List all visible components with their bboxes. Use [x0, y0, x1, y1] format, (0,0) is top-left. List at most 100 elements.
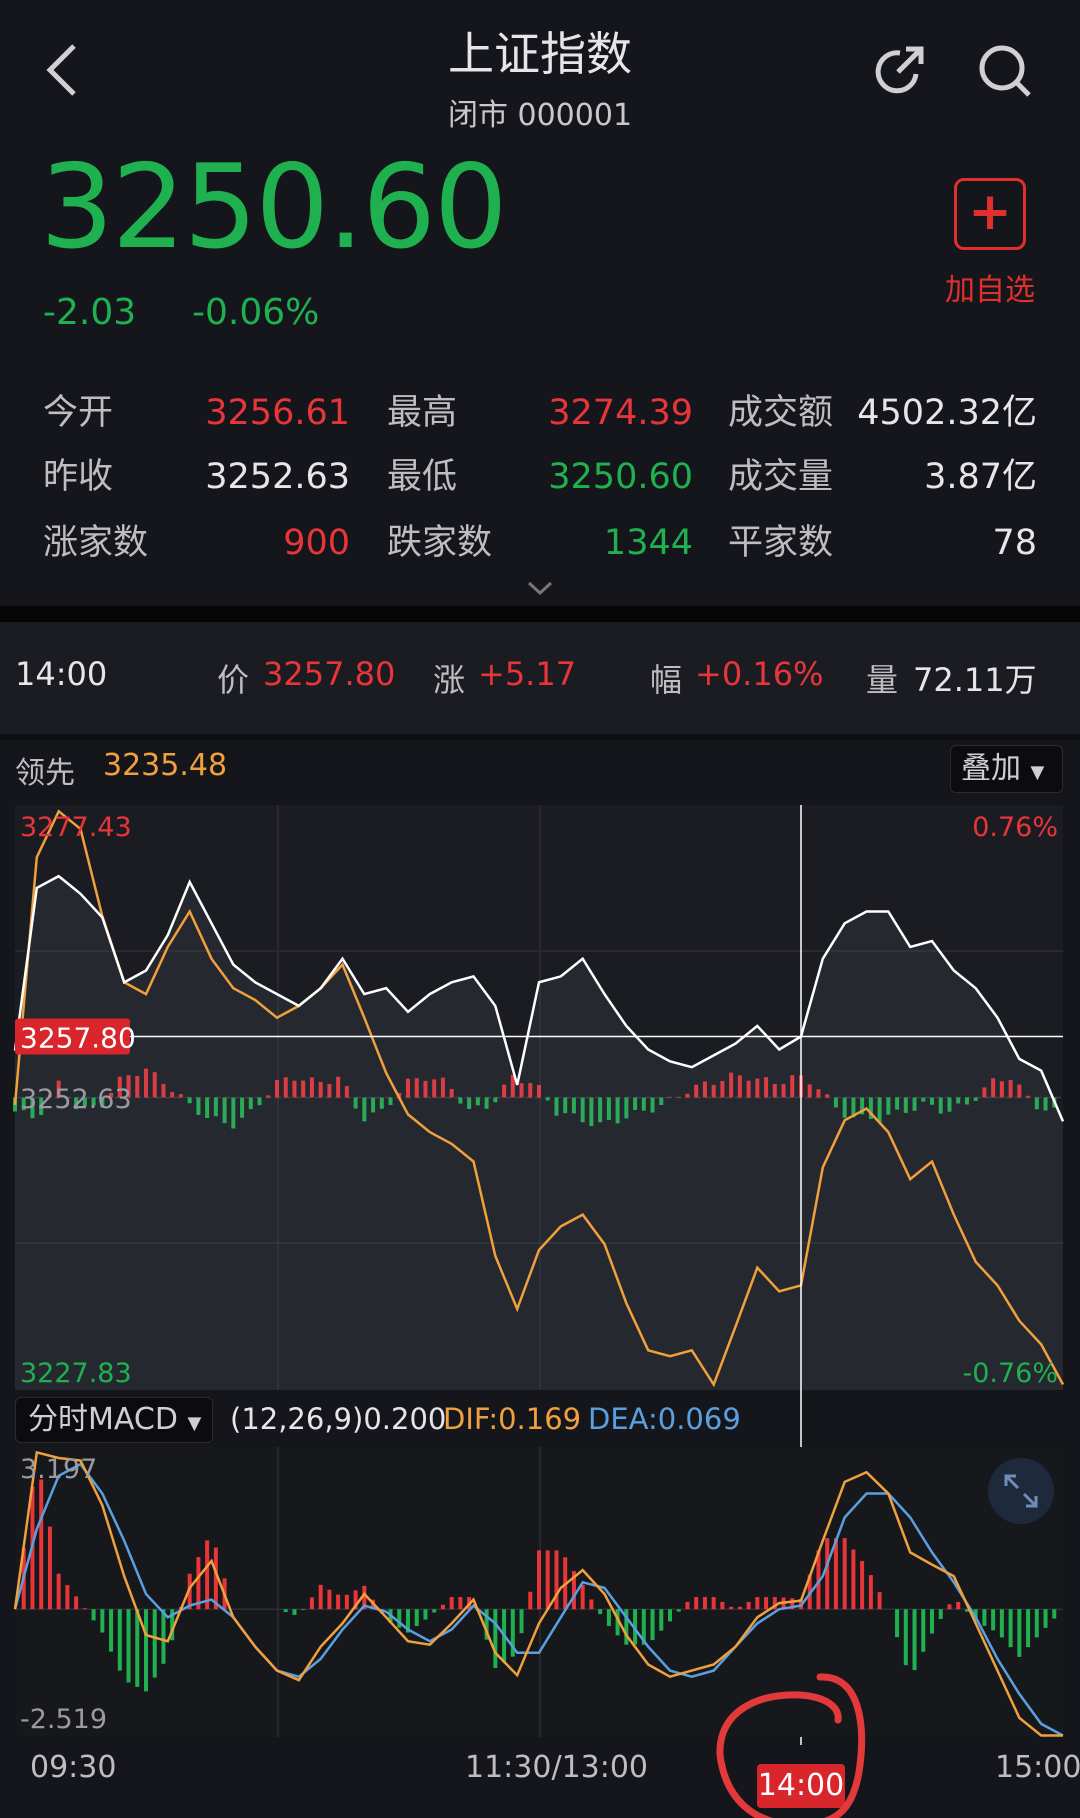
macd-bar [641, 1609, 646, 1645]
flow-bar [371, 1097, 376, 1113]
flow-bar [388, 1097, 393, 1105]
macd-bar [39, 1479, 44, 1610]
macd-bar [1008, 1609, 1013, 1648]
back-button[interactable] [40, 40, 90, 100]
flow-bar [353, 1097, 358, 1109]
flow-bar [1026, 1095, 1031, 1098]
macd-bar [493, 1609, 498, 1669]
macd-bar [825, 1538, 830, 1610]
page-subtitle: 闭市 000001 [447, 98, 633, 133]
flow-bar [999, 1081, 1004, 1098]
flow-bar [74, 1097, 79, 1110]
flow-bar [100, 1097, 105, 1108]
stat-value: 4502.32亿 [857, 393, 1037, 433]
flow-bar [746, 1080, 751, 1098]
macd-bar [1052, 1609, 1057, 1619]
info-change: +5.17 [478, 655, 577, 693]
axis-baseline-label: 3252.63 [20, 1084, 132, 1115]
flow-bar [606, 1097, 611, 1120]
macd-bar [1017, 1609, 1022, 1657]
flow-bar [694, 1084, 699, 1098]
macd-bar [336, 1594, 341, 1610]
flow-bar [598, 1097, 603, 1123]
flow-bar [729, 1072, 734, 1098]
macd-bar [327, 1589, 332, 1610]
add-watchlist-button[interactable]: + [954, 178, 1026, 250]
indicator-selector[interactable]: 分时MACD ▼ [15, 1397, 213, 1443]
page-title: 上证指数 [448, 27, 632, 81]
add-watchlist-label: 加自选 [945, 273, 1035, 308]
info-change-label: 涨 [433, 661, 466, 699]
flow-bar [266, 1095, 271, 1098]
macd-bar [903, 1609, 908, 1666]
stat-label: 成交量 [728, 457, 834, 497]
expand-stats-chevron[interactable] [525, 580, 555, 600]
price-line [13, 874, 1065, 1122]
flow-bar [406, 1078, 410, 1098]
macd-bar [694, 1597, 699, 1610]
flow-bar [973, 1097, 978, 1101]
search-icon [979, 45, 1031, 97]
stat-value: 78 [992, 523, 1037, 563]
macd-bar [545, 1550, 550, 1610]
search-button[interactable] [976, 42, 1034, 100]
macd-bar [344, 1594, 349, 1610]
dif-line [13, 1450, 1063, 1737]
flow-bar [764, 1077, 769, 1098]
stat-value: 3274.39 [548, 393, 693, 433]
flow-bar [563, 1097, 568, 1114]
macd-bar [999, 1609, 1004, 1638]
flow-bar [589, 1097, 594, 1127]
flow-bar [240, 1097, 245, 1118]
macd-bar [82, 1608, 87, 1610]
macd-bar [213, 1547, 218, 1610]
flow-bar [580, 1097, 585, 1123]
flow-bar [344, 1086, 349, 1098]
macd-bar [633, 1609, 638, 1645]
flow-bar [187, 1097, 192, 1104]
flow-bar [144, 1068, 148, 1098]
macd-bar [598, 1609, 603, 1615]
flow-bar [903, 1097, 908, 1113]
flow-bar [537, 1084, 541, 1098]
macd-bar [414, 1609, 419, 1627]
flow-bar [956, 1097, 961, 1104]
flow-bar [327, 1084, 332, 1098]
macd-bar [711, 1597, 716, 1610]
macd-bar [571, 1571, 576, 1610]
flow-bar [178, 1094, 183, 1098]
share-button[interactable] [872, 42, 930, 100]
macd-bar [755, 1597, 760, 1610]
flow-bar [772, 1083, 777, 1098]
macd-bar [842, 1538, 847, 1610]
crosshair-price-tag [15, 1018, 130, 1055]
flow-bar [91, 1097, 96, 1106]
time-axis-start: 09:30 [30, 1750, 117, 1785]
macd-bar [196, 1557, 201, 1610]
flow-bar [39, 1097, 44, 1116]
macd-bar [650, 1609, 655, 1641]
macd-bar [1034, 1609, 1039, 1638]
macd-bar [624, 1609, 629, 1645]
flow-bar [1034, 1097, 1039, 1110]
macd-bar [685, 1601, 690, 1610]
stat-value: 3256.61 [205, 393, 350, 433]
overlay-dropdown[interactable]: 叠加 ▼ [950, 745, 1063, 793]
flow-bar [615, 1097, 620, 1124]
flow-bar [624, 1097, 629, 1119]
expand-icon [1004, 1474, 1038, 1508]
macd-bar [449, 1597, 454, 1610]
flow-bar [816, 1089, 821, 1098]
macd-bar [100, 1609, 105, 1633]
flow-bar [65, 1097, 70, 1099]
flow-bar [170, 1092, 175, 1098]
expand-button[interactable] [988, 1458, 1054, 1524]
current-price: 3250.60 [40, 140, 508, 275]
macd-bar [877, 1592, 882, 1610]
macd-bar [161, 1609, 166, 1664]
flow-bar [82, 1097, 87, 1107]
stat-label: 最低 [387, 457, 458, 497]
macd-bar [921, 1609, 926, 1652]
macd-bar [292, 1609, 297, 1615]
